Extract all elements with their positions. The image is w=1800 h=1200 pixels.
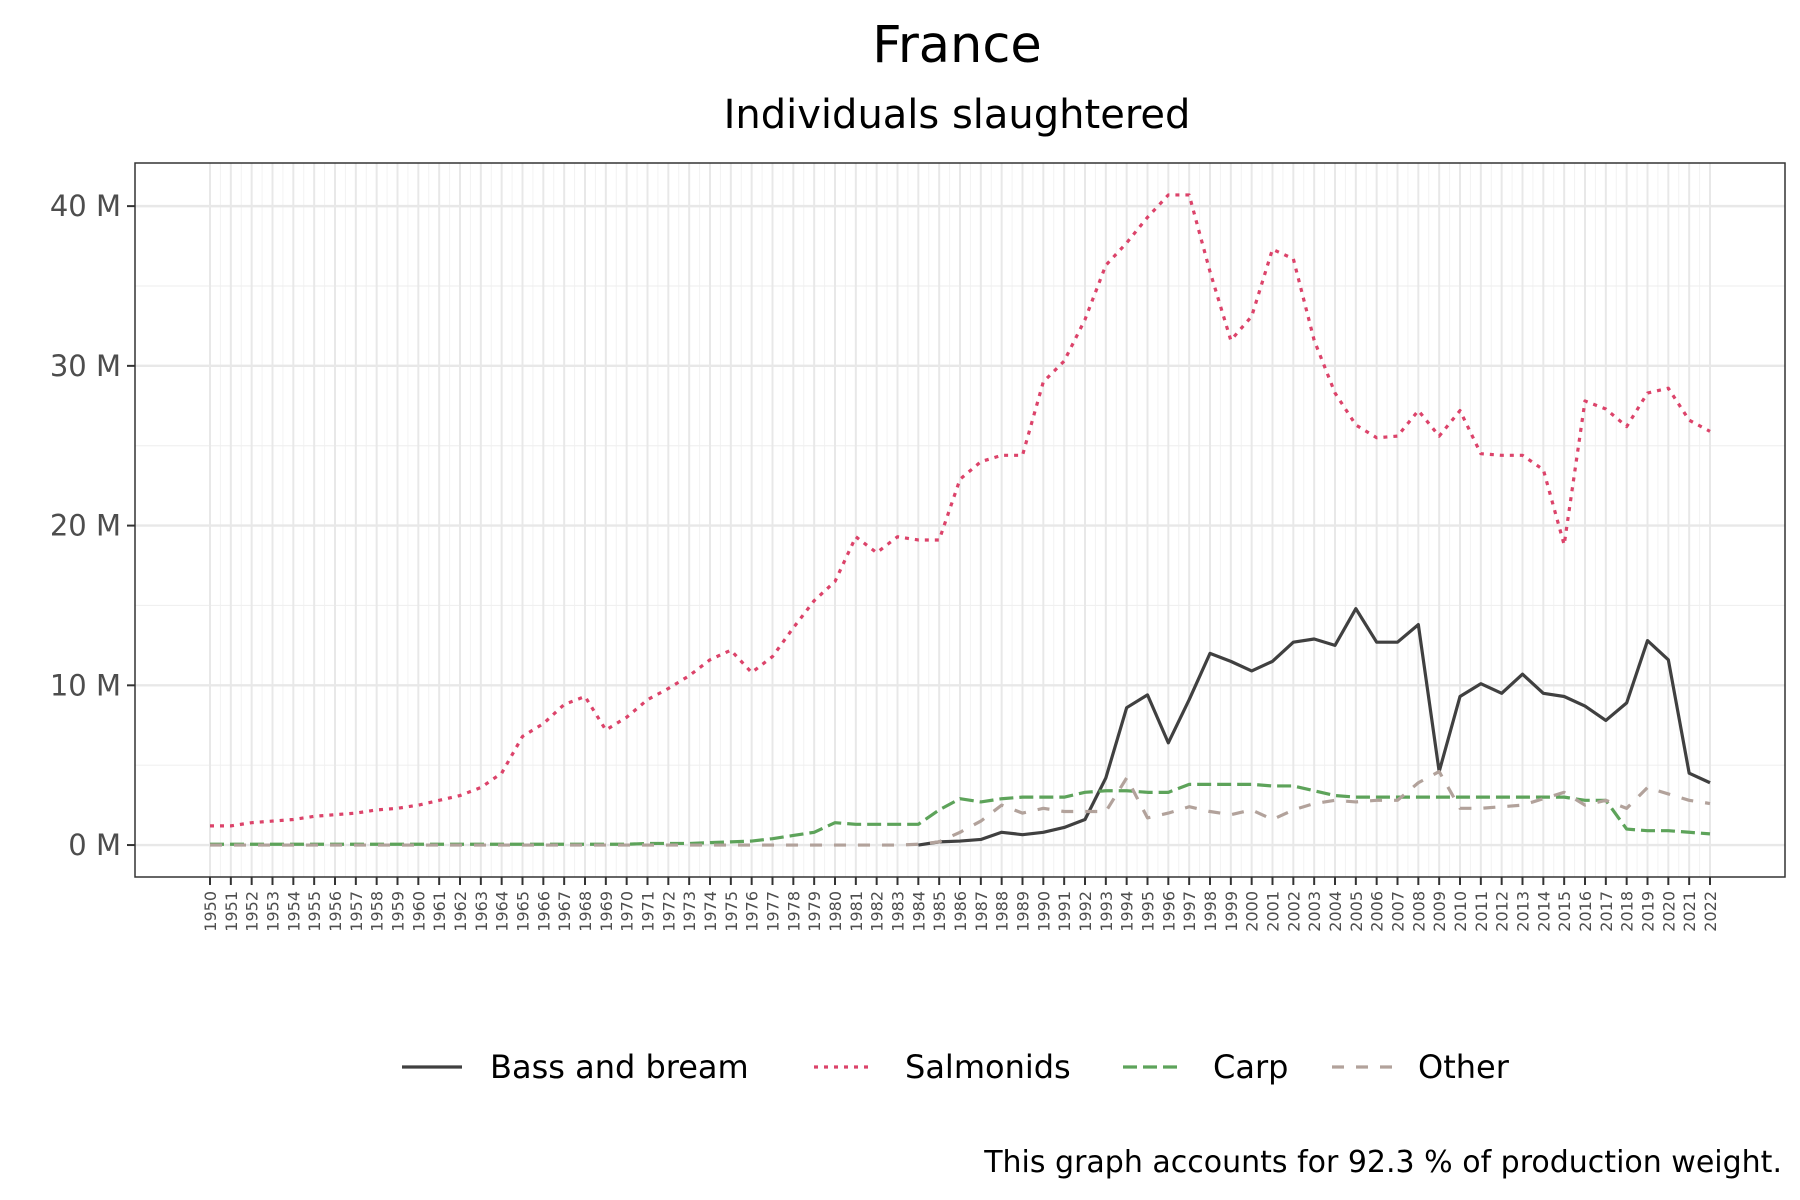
x-tick-label: 2014 <box>1534 891 1553 932</box>
x-tick-label: 1986 <box>951 891 970 932</box>
x-tick-label: 2020 <box>1659 891 1678 932</box>
chart-title: France <box>872 16 1042 75</box>
x-tick-label: 1975 <box>722 891 741 932</box>
x-tick-label: 2019 <box>1639 891 1658 932</box>
gridlines <box>135 163 1785 877</box>
x-tick-label: 1987 <box>972 891 991 932</box>
x-tick-label: 1970 <box>618 891 637 932</box>
legend-label-3: Other <box>1418 1048 1510 1086</box>
series-line-1 <box>210 193 1711 828</box>
x-tick-label: 1963 <box>472 891 491 932</box>
x-tick-label: 1983 <box>889 891 908 932</box>
x-tick-label: 1980 <box>826 891 845 932</box>
y-tick-label: 30 M <box>50 349 121 383</box>
x-tick-label: 1961 <box>430 891 449 932</box>
x-tick-label: 2001 <box>1264 891 1283 932</box>
x-tick-label: 1967 <box>555 891 574 932</box>
x-tick-label: 1995 <box>1139 891 1158 932</box>
series-lines <box>210 193 1711 847</box>
x-tick-label: 2004 <box>1326 891 1345 932</box>
x-tick-label: 1994 <box>1118 891 1137 932</box>
x-tick-label: 1984 <box>909 891 928 932</box>
y-axis: 0 M 10 M 20 M 30 M 40 M <box>50 189 135 862</box>
x-tick-label: 1979 <box>805 891 824 932</box>
x-tick-label: 2003 <box>1305 891 1324 932</box>
x-tick-label: 1981 <box>847 891 866 932</box>
x-tick-label: 1952 <box>243 891 262 932</box>
series-line-0 <box>918 607 1711 847</box>
y-tick-label: 40 M <box>50 189 121 223</box>
x-tick-label: 2005 <box>1347 891 1366 932</box>
x-tick-label: 2021 <box>1680 891 1699 932</box>
x-tick-label: 1993 <box>1097 891 1116 932</box>
x-tick-label: 1982 <box>868 891 887 932</box>
x-tick-label: 1953 <box>264 891 283 932</box>
x-tick-label: 1996 <box>1159 891 1178 932</box>
x-tick-label: 1950 <box>201 891 220 932</box>
x-tick-label: 1958 <box>368 891 387 932</box>
x-tick-label: 1966 <box>534 891 553 932</box>
legend-label-1: Salmonids <box>905 1048 1071 1086</box>
x-tick-label: 1959 <box>389 891 408 932</box>
x-tick-label: 1999 <box>1222 891 1241 932</box>
x-tick-label: 1960 <box>409 891 428 932</box>
x-tick-label: 2002 <box>1284 891 1303 932</box>
x-axis: 1950 1951 1952 1953 1954 1955 1956 1957 1958 1959… <box>201 877 1720 932</box>
chart-caption: This graph accounts for 92.3 % of produc… <box>983 1145 1782 1180</box>
x-tick-label: 2000 <box>1243 891 1262 932</box>
x-tick-label: 1962 <box>451 891 470 932</box>
legend-label-0: Bass and bream <box>490 1048 749 1086</box>
x-tick-label: 2015 <box>1555 891 1574 932</box>
x-tick-label: 1978 <box>784 891 803 932</box>
x-tick-label: 2008 <box>1409 891 1428 932</box>
y-tick-label: 0 M <box>68 828 121 862</box>
x-tick-label: 1955 <box>305 891 324 932</box>
x-tick-label: 1997 <box>1180 891 1199 932</box>
x-tick-label: 2016 <box>1576 891 1595 932</box>
legend: Bass and bream Salmonids Carp Other <box>402 1048 1510 1086</box>
series-line-3 <box>210 769 1711 847</box>
x-tick-label: 2017 <box>1597 891 1616 932</box>
x-tick-label: 1977 <box>764 891 783 932</box>
x-tick-label: 1992 <box>1076 891 1095 932</box>
x-tick-label: 1985 <box>930 891 949 932</box>
y-tick-label: 10 M <box>50 668 121 702</box>
x-tick-label: 1969 <box>597 891 616 932</box>
x-tick-label: 1991 <box>1055 891 1074 932</box>
x-tick-label: 1954 <box>284 891 303 932</box>
x-tick-label: 2009 <box>1430 891 1449 932</box>
x-tick-label: 1974 <box>701 891 720 932</box>
x-tick-label: 2007 <box>1389 891 1408 932</box>
x-tick-label: 2018 <box>1618 891 1637 932</box>
x-tick-label: 2011 <box>1472 891 1491 932</box>
x-tick-label: 1990 <box>1034 891 1053 932</box>
x-tick-label: 1965 <box>514 891 533 932</box>
x-tick-label: 1976 <box>743 891 762 932</box>
x-tick-label: 1973 <box>680 891 699 932</box>
x-tick-label: 2013 <box>1514 891 1533 932</box>
x-tick-label: 2012 <box>1493 891 1512 932</box>
legend-label-2: Carp <box>1213 1048 1288 1086</box>
x-tick-label: 1956 <box>326 891 345 932</box>
x-tick-label: 1957 <box>347 891 366 932</box>
x-tick-label: 1971 <box>639 891 658 932</box>
x-tick-label: 1998 <box>1201 891 1220 932</box>
x-tick-label: 2006 <box>1368 891 1387 932</box>
x-tick-label: 1988 <box>993 891 1012 932</box>
x-tick-label: 2010 <box>1451 891 1470 932</box>
chart-subtitle: Individuals slaughtered <box>724 92 1191 138</box>
x-tick-label: 1968 <box>576 891 595 932</box>
y-tick-label: 20 M <box>50 509 121 543</box>
x-tick-label: 1972 <box>659 891 678 932</box>
x-tick-label: 1989 <box>1014 891 1033 932</box>
x-tick-label: 2022 <box>1701 891 1720 932</box>
x-tick-label: 1951 <box>222 891 241 932</box>
x-tick-label: 1964 <box>493 891 512 932</box>
